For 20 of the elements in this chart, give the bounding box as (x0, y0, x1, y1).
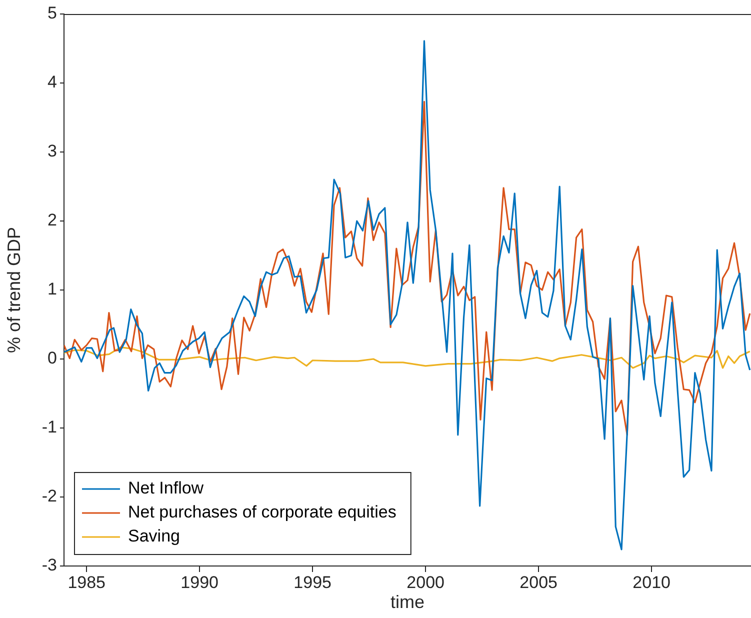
legend-label: Saving (128, 526, 180, 546)
x-tick-label: 2010 (632, 572, 670, 592)
x-tick-label: 1995 (294, 572, 332, 592)
y-tick-label: -2 (42, 486, 57, 506)
y-tick-label: 3 (48, 142, 57, 161)
x-tick-label: 1985 (68, 572, 106, 592)
y-tick-label: 4 (48, 72, 57, 92)
x-tick-label: 2005 (520, 572, 558, 592)
y-tick-label: -3 (42, 556, 57, 575)
x-tick-label: 1990 (180, 572, 219, 592)
y-tick-label: 2 (48, 210, 57, 230)
y-tick-label: -1 (42, 418, 57, 437)
x-axis-title: time (390, 592, 425, 612)
y-tick-label: 5 (48, 4, 57, 23)
legend-label: Net Inflow (128, 478, 204, 498)
legend-label: Net purchases of corporate equities (128, 502, 396, 522)
y-tick-label: 1 (48, 280, 57, 299)
y-axis-title: % of trend GDP (4, 226, 24, 354)
y-tick-label: 0 (48, 348, 57, 368)
x-tick-label: 2000 (406, 572, 444, 592)
